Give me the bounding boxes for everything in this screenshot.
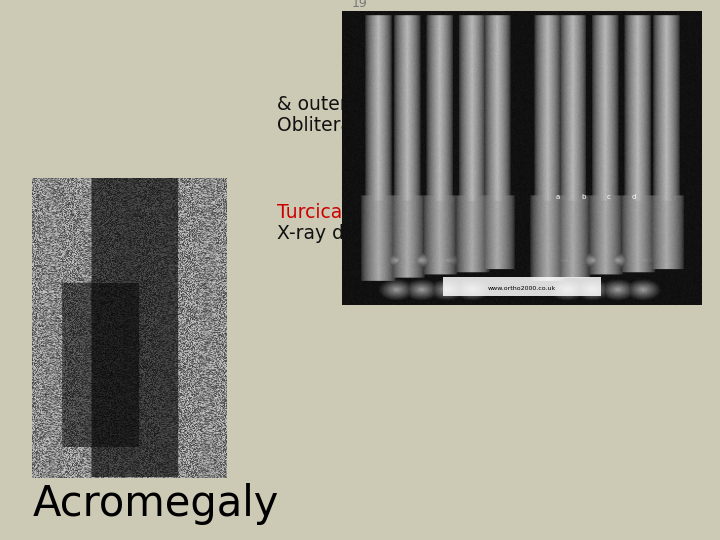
Text: Turcica: Turcica <box>277 203 343 222</box>
Text: a: a <box>556 194 560 200</box>
Text: found between inner: found between inner <box>422 116 623 135</box>
Text: c: c <box>606 194 611 200</box>
Text: www.ortho2000.co.uk: www.ortho2000.co.uk <box>488 286 556 291</box>
Bar <box>443 277 601 296</box>
Text: 19: 19 <box>352 0 368 10</box>
Text: b: b <box>581 194 585 200</box>
Text: & outer tables of the cortical bone: & outer tables of the cortical bone <box>277 95 599 114</box>
Text: and changes in the skull: and changes in the skull <box>339 203 573 222</box>
Text: diploe: diploe <box>372 116 428 135</box>
Text: d: d <box>631 194 636 200</box>
Text: Acromegaly: Acromegaly <box>32 483 279 525</box>
Text: sella: sella <box>555 224 598 243</box>
Text: Obliterates: Obliterates <box>277 116 387 135</box>
Text: X-ray demonstrates an enlarged: X-ray demonstrates an enlarged <box>277 224 587 243</box>
